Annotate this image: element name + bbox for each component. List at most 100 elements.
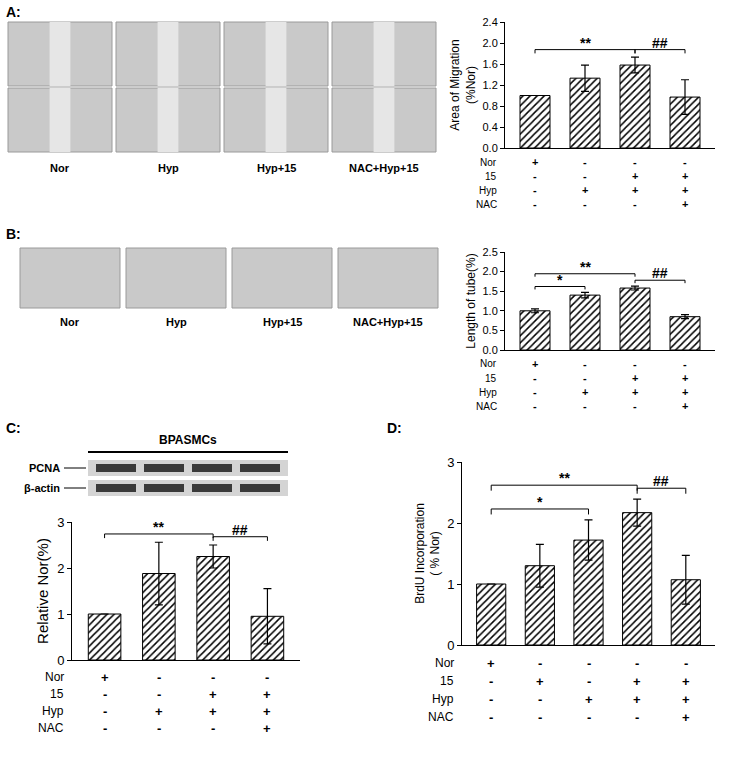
svg-text:-: -	[635, 656, 639, 671]
svg-text:+: +	[633, 692, 641, 707]
svg-text:+: +	[632, 372, 638, 384]
svg-text:β-actin: β-actin	[24, 482, 60, 494]
svg-text:Hyp: Hyp	[42, 704, 64, 718]
svg-text:-: -	[583, 156, 587, 168]
svg-text:2.0: 2.0	[483, 37, 498, 49]
svg-text:+: +	[582, 386, 588, 398]
svg-text:+: +	[682, 372, 688, 384]
svg-text:-: -	[683, 156, 687, 168]
svg-text:1.2: 1.2	[483, 79, 498, 91]
svg-text:-: -	[103, 687, 107, 702]
svg-text:0: 0	[57, 653, 64, 668]
svg-text:+: +	[263, 687, 271, 702]
svg-text:1.6: 1.6	[483, 58, 498, 70]
svg-text:B:: B:	[6, 226, 21, 242]
svg-text:Nor: Nor	[45, 670, 64, 684]
svg-text:+: +	[582, 184, 588, 196]
svg-text:NAC: NAC	[428, 710, 454, 724]
svg-text:2: 2	[57, 561, 64, 576]
svg-text:D:: D:	[387, 420, 402, 436]
svg-text:+: +	[682, 692, 690, 707]
svg-text:+: +	[532, 358, 538, 370]
svg-text:BPASMCs: BPASMCs	[159, 433, 217, 447]
svg-text:Hyp+15: Hyp+15	[263, 316, 302, 328]
svg-text:2.4: 2.4	[483, 16, 498, 28]
svg-text:**: **	[580, 259, 591, 275]
svg-text:-: -	[633, 156, 637, 168]
svg-text:-: -	[157, 721, 161, 736]
svg-text:-: -	[684, 656, 688, 671]
svg-text:0.0: 0.0	[483, 142, 498, 154]
svg-text:0.0: 0.0	[483, 344, 498, 356]
svg-text:-: -	[633, 358, 637, 370]
svg-text:##: ##	[653, 473, 669, 489]
svg-text:+: +	[682, 400, 688, 412]
svg-text:+: +	[532, 156, 538, 168]
svg-text:Hyp: Hyp	[158, 162, 179, 174]
svg-text:Area of Migration(%Nor): Area of Migration(%Nor)	[448, 39, 478, 130]
svg-text:NAC: NAC	[38, 721, 64, 735]
svg-text:2.5: 2.5	[483, 246, 498, 258]
svg-text:*: *	[537, 494, 543, 510]
svg-text:-: -	[583, 358, 587, 370]
svg-text:-: -	[211, 670, 215, 685]
svg-text:-: -	[587, 710, 591, 725]
svg-text:+: +	[209, 687, 217, 702]
svg-text:-: -	[633, 198, 637, 210]
svg-text:+: +	[101, 670, 109, 685]
svg-text:+: +	[682, 198, 688, 210]
svg-text:2.0: 2.0	[483, 265, 498, 277]
svg-text:Hyp: Hyp	[166, 316, 187, 328]
svg-text:-: -	[583, 198, 587, 210]
svg-text:Length of tube(%): Length of tube(%)	[464, 253, 478, 348]
svg-text:15: 15	[440, 674, 454, 688]
svg-text:-: -	[635, 710, 639, 725]
svg-text:Hyp+15: Hyp+15	[257, 162, 296, 174]
svg-text:+: +	[682, 674, 690, 689]
svg-text:3: 3	[57, 515, 64, 530]
svg-text:NAC: NAC	[476, 199, 497, 210]
svg-text:+: +	[682, 170, 688, 182]
svg-text:-: -	[533, 198, 537, 210]
svg-text:-: -	[583, 372, 587, 384]
svg-text:15: 15	[485, 171, 497, 182]
svg-text:0: 0	[447, 638, 454, 653]
svg-text:+: +	[682, 710, 690, 725]
svg-text:0.5: 0.5	[483, 324, 498, 336]
svg-text:-: -	[583, 170, 587, 182]
svg-text:Nor: Nor	[480, 157, 497, 168]
svg-text:+: +	[209, 704, 217, 719]
svg-text:-: -	[157, 687, 161, 702]
svg-text:Nor: Nor	[480, 358, 497, 369]
svg-text:-: -	[533, 400, 537, 412]
svg-text:1: 1	[57, 607, 64, 622]
svg-text:-: -	[103, 721, 107, 736]
svg-text:##: ##	[232, 522, 248, 538]
svg-text:**: **	[580, 35, 591, 51]
svg-text:1.0: 1.0	[483, 305, 498, 317]
svg-text:-: -	[583, 400, 587, 412]
svg-text:+: +	[632, 170, 638, 182]
svg-text:1: 1	[447, 577, 454, 592]
svg-text:+: +	[632, 386, 638, 398]
svg-text:A:: A:	[6, 4, 21, 20]
svg-text:##: ##	[652, 35, 668, 51]
svg-text:+: +	[263, 704, 271, 719]
svg-text:##: ##	[652, 265, 668, 281]
svg-text:+: +	[585, 692, 593, 707]
svg-text:-: -	[587, 674, 591, 689]
svg-text:Nor: Nor	[50, 162, 70, 174]
svg-text:*: *	[557, 272, 563, 288]
svg-text:Hyp: Hyp	[432, 692, 454, 706]
svg-text:-: -	[533, 386, 537, 398]
svg-text:+: +	[536, 674, 544, 689]
svg-text:Hyp: Hyp	[479, 185, 497, 196]
svg-text:-: -	[533, 372, 537, 384]
svg-text:+: +	[632, 184, 638, 196]
svg-text:-: -	[157, 670, 161, 685]
svg-text:NAC: NAC	[476, 401, 497, 412]
svg-text:-: -	[538, 656, 542, 671]
svg-text:PCNA: PCNA	[29, 462, 60, 474]
svg-text:Nor: Nor	[60, 316, 80, 328]
svg-text:C:: C:	[6, 420, 21, 436]
